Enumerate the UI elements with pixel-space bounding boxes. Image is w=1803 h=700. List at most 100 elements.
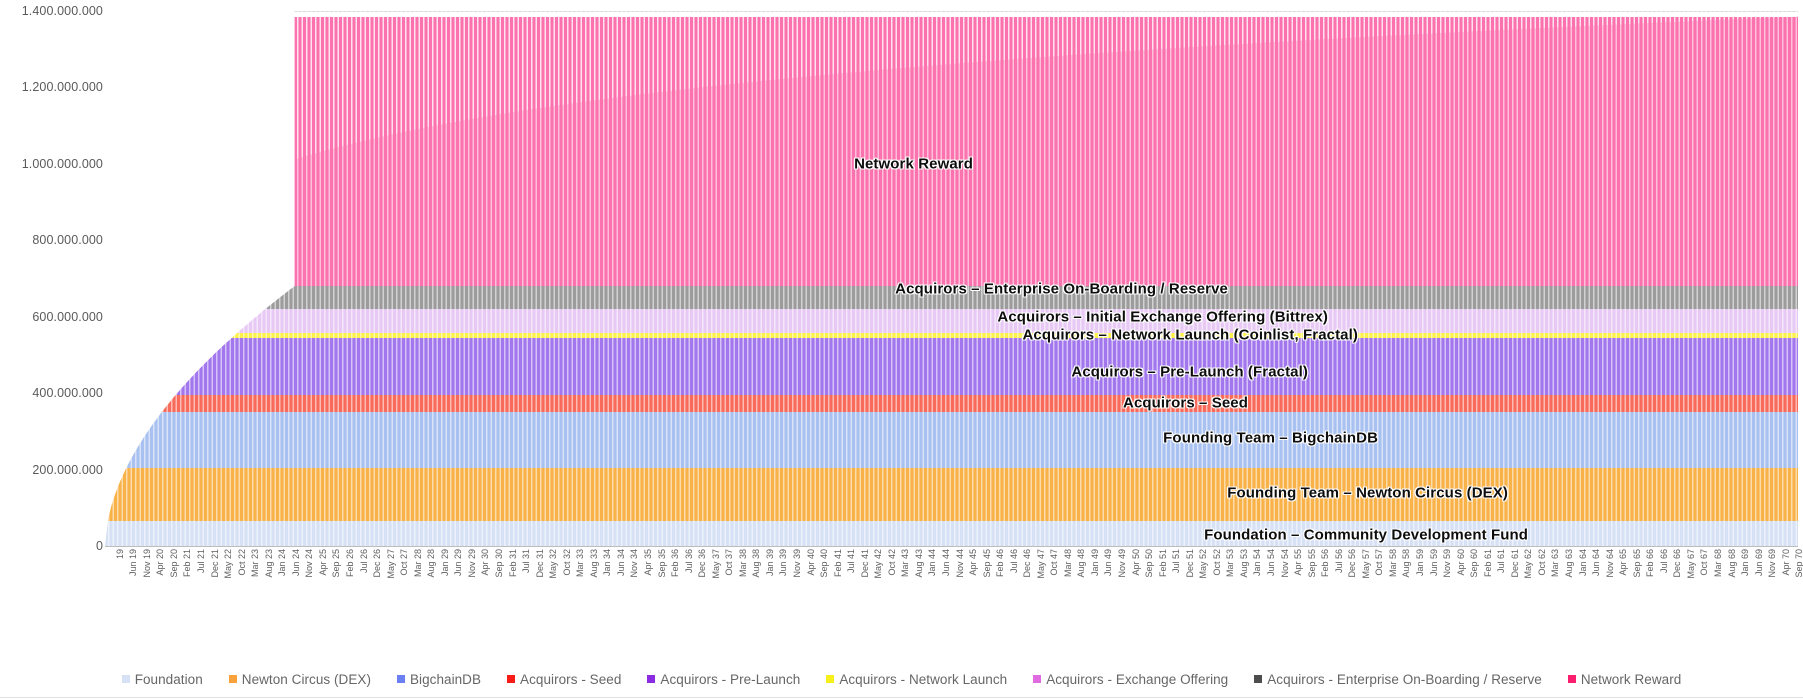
legend-item-6[interactable]: Acquirors - Exchange Offering xyxy=(1033,672,1228,687)
x-axis-tick-label: Jan 49 xyxy=(1089,549,1100,577)
y-axis-tick-label: 0 xyxy=(95,539,103,553)
legend-label: BigchainDB xyxy=(410,671,482,687)
x-axis-tick-label: Feb 31 xyxy=(507,549,518,578)
x-axis-tick-label: Oct 42 xyxy=(886,549,897,576)
x-axis-tick-label: Jan 34 xyxy=(602,549,613,577)
x-axis-tick-label: Oct 67 xyxy=(1699,549,1710,576)
legend-label: Acquirors - Network Launch xyxy=(839,671,1008,687)
legend-label: Newton Circus (DEX) xyxy=(241,671,371,687)
x-axis-tick-label: Apr 25 xyxy=(317,549,328,576)
x-axis-tick-label: Sep 40 xyxy=(819,549,830,578)
bottom-divider xyxy=(0,697,1803,698)
x-axis-tick-label: Jan 59 xyxy=(1414,549,1425,577)
y-axis-tick-label: 600.000.000 xyxy=(32,309,103,324)
legend-item-4[interactable]: Acquirors - Pre-Launch xyxy=(647,672,800,687)
x-axis-tick-label: May 37 xyxy=(710,549,721,579)
x-axis-tick-label: Nov 19 xyxy=(141,549,152,578)
x-axis-tick-label: Jun 24 xyxy=(290,549,301,577)
y-axis-tick-label: 1.000.000.000 xyxy=(21,156,103,171)
legend-label: Foundation xyxy=(134,671,203,687)
x-axis-tick-label: Jul 26 xyxy=(358,549,369,574)
x-axis-tick-label: Apr 30 xyxy=(480,549,491,576)
legend-swatch-icon xyxy=(507,675,516,683)
x-axis-tick-label: Dec 41 xyxy=(859,549,870,578)
x-axis-tick-label: Jul 46 xyxy=(1008,549,1019,574)
x-axis-tick-label: Jun 34 xyxy=(615,549,626,577)
x-axis-tick-label: Jul 36 xyxy=(683,549,694,574)
x-axis-tick-label: May 52 xyxy=(1198,549,1209,579)
x-axis-tick-label: Sep 70 xyxy=(1794,549,1803,578)
x-axis-tick-label: Apr 40 xyxy=(805,549,816,576)
x-axis-tick-label: Jul 66 xyxy=(1658,549,1669,574)
x-axis-tick-label: Nov 59 xyxy=(1442,549,1453,578)
legend-item-1[interactable]: Newton Circus (DEX) xyxy=(228,671,371,687)
x-axis-tick-label: Jan 29 xyxy=(439,549,450,577)
x-axis-tick-label: Feb 26 xyxy=(345,549,356,578)
legend-item-2[interactable]: BigchainDB xyxy=(397,672,481,687)
annotation-label: Acquirors – Initial Exchange Offering (B… xyxy=(997,308,1328,326)
x-axis-tick-label: May 47 xyxy=(1035,549,1046,579)
x-axis-tick-label: Aug 28 xyxy=(426,549,437,578)
x-axis-tick-label: Oct 27 xyxy=(399,549,410,576)
legend-item-3[interactable]: Acquirors - Seed xyxy=(507,672,621,687)
y-axis-tick-label: 200.000.000 xyxy=(32,462,103,477)
x-axis-tick-label: Aug 68 xyxy=(1726,549,1737,578)
x-axis-tick-label: Jun 29 xyxy=(453,549,464,577)
legend-swatch-icon xyxy=(826,675,835,683)
x-axis-tick-label: Nov 44 xyxy=(954,549,965,578)
x-axis-tick-label: Sep 20 xyxy=(168,549,179,578)
x-axis-tick-label: Mar 68 xyxy=(1712,549,1723,578)
legend-label: Acquirors - Seed xyxy=(520,671,622,687)
x-axis-tick-label: Sep 30 xyxy=(494,549,504,578)
x-axis-tick-label: Mar 48 xyxy=(1062,549,1073,578)
x-axis-tick-label: Feb 41 xyxy=(832,549,843,578)
x-axis-tick-label: 19 xyxy=(114,549,125,560)
legend-item-8[interactable]: Network Reward xyxy=(1567,672,1681,687)
y-axis-tick-label: 1.200.000.000 xyxy=(21,80,103,95)
plot-area: Network Reward Acquirors – Enterprise On-… xyxy=(105,11,1798,546)
legend-item-0[interactable]: Foundation xyxy=(121,671,203,687)
legend-item-7[interactable]: Acquirors - Enterprise On-Boarding / Res… xyxy=(1254,672,1542,687)
x-axis-tick-label: Aug 23 xyxy=(263,549,274,578)
x-axis-tick-label: Sep 55 xyxy=(1306,549,1317,578)
annotation-label: Acquirors – Enterprise On-Boarding / Res… xyxy=(895,280,1228,298)
x-axis-tick-label: Sep 65 xyxy=(1631,549,1642,578)
x-axis-tick-label: Aug 53 xyxy=(1238,549,1249,578)
x-axis-tick-label: Jun 54 xyxy=(1266,549,1276,577)
x-axis-tick-label: Oct 37 xyxy=(724,549,735,576)
legend-item-5[interactable]: Acquirors - Network Launch xyxy=(826,672,1007,687)
annotation-label: Acquirors – Pre-Launch (Fractal) xyxy=(1071,363,1308,381)
x-axis-tick-label: Aug 48 xyxy=(1076,549,1087,578)
x-axis-tick-label: May 62 xyxy=(1523,549,1534,579)
x-axis-tick-label: Jan 24 xyxy=(277,549,288,577)
x-axis-tick-label: Nov 39 xyxy=(791,549,802,578)
x-axis-tick-label: Sep 60 xyxy=(1469,549,1480,578)
legend-swatch-icon xyxy=(121,675,130,683)
x-axis-tick-label: May 57 xyxy=(1360,549,1371,579)
x-axis-tick-label: Nov 24 xyxy=(304,549,315,578)
x-axis-tick-label: May 67 xyxy=(1685,549,1696,579)
x-axis-tick-label: Jun 64 xyxy=(1591,549,1602,577)
x-axis-tick-label: Apr 20 xyxy=(155,549,166,576)
annotation-label: Acquirors – Seed xyxy=(1123,394,1248,412)
annotation-label: Founding Team – BigchainDB xyxy=(1163,429,1378,447)
x-axis-line xyxy=(105,546,1798,547)
x-axis-tick-label: Apr 45 xyxy=(968,549,979,576)
x-axis-tick-label: Nov 64 xyxy=(1604,549,1615,578)
x-axis-tick-label: Aug 63 xyxy=(1563,549,1574,578)
x-axis-tick-label: Oct 62 xyxy=(1536,549,1547,576)
y-axis-tick-label: 800.000.000 xyxy=(32,233,103,248)
x-axis-tick-label: Jun 69 xyxy=(1753,549,1764,577)
y-axis-tick-label: 1.400.000.000 xyxy=(21,4,103,18)
x-axis-tick-label: Aug 38 xyxy=(751,549,762,578)
x-axis-tick-label: Dec 51 xyxy=(1184,549,1195,578)
x-axis-tick-label: Oct 47 xyxy=(1049,549,1060,576)
x-axis-tick-label: Mar 23 xyxy=(250,549,261,578)
x-axis-tick-label: Jun 49 xyxy=(1103,549,1114,577)
x-axis-tick-label: Dec 26 xyxy=(372,549,383,578)
x-axis-tick-label: Sep 45 xyxy=(981,549,992,578)
x-axis-tick-label: Mar 58 xyxy=(1387,549,1398,578)
x-axis-tick-label: Nov 49 xyxy=(1117,549,1128,578)
legend-swatch-icon xyxy=(1033,675,1042,683)
annotation-label: Founding Team – Newton Circus (DEX) xyxy=(1227,484,1508,501)
